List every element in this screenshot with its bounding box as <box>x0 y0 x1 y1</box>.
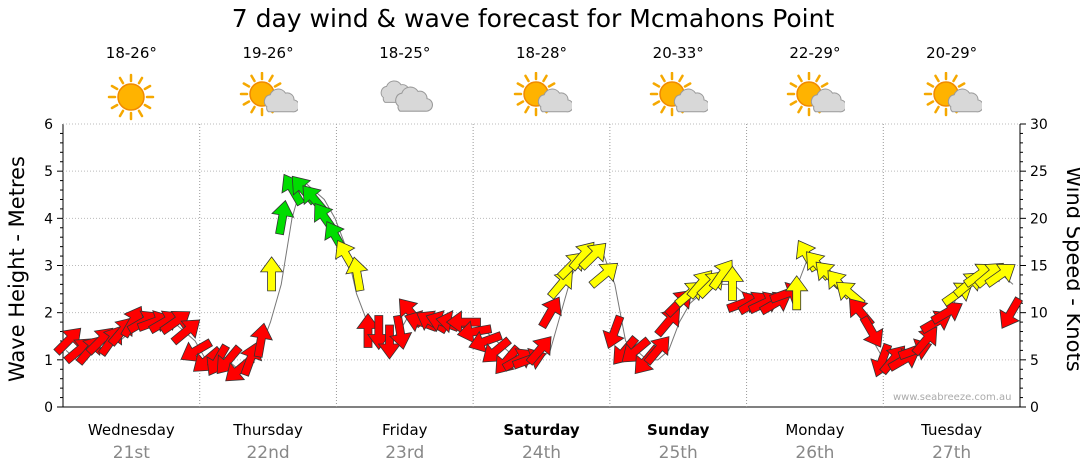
wind-arrow-shape <box>389 314 413 350</box>
credit-text: www.seabreeze.com.au <box>893 392 1012 403</box>
day-temperature: 18-25° <box>379 44 431 62</box>
wind-arrow <box>720 265 745 301</box>
wind-arrow-shape <box>249 322 273 358</box>
day-temperature: 20-33° <box>652 44 704 62</box>
day-temperature: 22-29° <box>789 44 841 62</box>
wind-arrow-shape <box>546 270 573 300</box>
wind-arrow <box>538 296 562 330</box>
wind-arrow-shape <box>538 296 562 330</box>
day-temperature: 18-26° <box>105 44 157 62</box>
wind-arrow <box>859 315 884 348</box>
wind-arrow <box>999 296 1024 329</box>
sun-icon <box>108 73 155 121</box>
wind-arrow <box>602 314 625 350</box>
wind-arrow <box>345 256 369 292</box>
tick-label-right: 5 <box>1030 353 1039 369</box>
sun-cloud-icon <box>239 72 299 117</box>
day-name: Sunday <box>647 421 710 439</box>
tick-label-left: 3 <box>44 259 53 275</box>
wind-arrow <box>588 262 619 289</box>
wind-arrow-shape <box>53 327 82 356</box>
wind-arrow-shape <box>495 344 522 375</box>
wind-arrow-shape <box>654 307 681 338</box>
wind-arrow <box>271 199 295 236</box>
cloud-icon <box>380 80 433 112</box>
day-date: 21st <box>112 443 150 463</box>
sun-cloud-icon <box>513 72 572 117</box>
day-date: 24th <box>521 443 562 463</box>
wind-arrow-shape <box>525 336 552 366</box>
tick-label-left: 2 <box>44 306 53 322</box>
tick-label-right: 20 <box>1030 211 1048 227</box>
wind-arrow-shape <box>345 256 369 292</box>
day-date: 23rd <box>385 443 425 463</box>
wind-arrow <box>53 327 82 356</box>
tick-label-right: 15 <box>1030 259 1048 275</box>
wind-arrow-shape <box>602 314 625 350</box>
day-name: Saturday <box>503 421 580 439</box>
day-name: Tuesday <box>921 421 983 439</box>
day-temperature: 19-26° <box>242 44 294 62</box>
tick-label-right: 25 <box>1030 164 1048 180</box>
wind-arrow-shape <box>984 263 1016 288</box>
wind-arrow-shape <box>271 199 295 236</box>
day-date: 26th <box>795 443 835 463</box>
wind-arrow-shape <box>588 262 619 289</box>
wind-arrow <box>654 307 681 338</box>
tick-label-left: 4 <box>44 211 53 227</box>
wind-arrow <box>578 242 607 271</box>
wind-arrow-shape <box>259 256 284 292</box>
wind-arrow <box>170 319 201 346</box>
wind-arrow <box>784 275 809 311</box>
day-name: Monday <box>785 421 845 439</box>
tick-label-left: 0 <box>44 400 53 416</box>
wind-arrow-shape <box>720 265 745 301</box>
sun-cloud-icon <box>786 72 845 117</box>
day-name: Friday <box>382 421 428 439</box>
wind-arrow <box>259 256 284 292</box>
tick-label-right: 0 <box>1030 400 1039 416</box>
day-name: Thursday <box>233 421 303 439</box>
wind-arrow <box>525 336 552 366</box>
wind-arrow <box>911 326 938 357</box>
wind-arrow <box>249 322 273 358</box>
tick-label-right: 30 <box>1030 117 1048 133</box>
wind-arrow-shape <box>784 275 809 311</box>
tick-label-right: 10 <box>1030 306 1048 322</box>
chart-title: 7 day wind & wave forecast for Mcmahons … <box>231 4 835 33</box>
day-date: 25th <box>658 443 698 463</box>
sun-cloud-icon <box>649 72 709 117</box>
wind-arrow <box>389 314 413 350</box>
wind-arrow-shape <box>170 319 201 346</box>
wind-arrow-shape <box>859 315 884 348</box>
wind-arrow-shape <box>578 242 607 271</box>
wind-arrow <box>984 263 1016 288</box>
wind-arrow <box>643 336 670 366</box>
day-temperature: 18-28° <box>515 44 568 62</box>
wind-arrow-shape <box>999 296 1024 329</box>
wind-arrow-shape <box>911 326 938 357</box>
wind-arrow <box>546 270 573 300</box>
day-name: Wednesday <box>87 421 175 439</box>
tick-label-left: 1 <box>44 353 53 369</box>
tick-label-left: 6 <box>44 117 53 133</box>
day-date: 27th <box>932 443 972 463</box>
wind-arrow-shape <box>643 336 670 366</box>
wind-arrow <box>495 344 522 375</box>
day-date: 22nd <box>246 443 290 463</box>
day-temperature: 20-29° <box>926 44 978 62</box>
tick-label-left: 5 <box>44 164 53 180</box>
sun-cloud-icon <box>923 72 982 117</box>
